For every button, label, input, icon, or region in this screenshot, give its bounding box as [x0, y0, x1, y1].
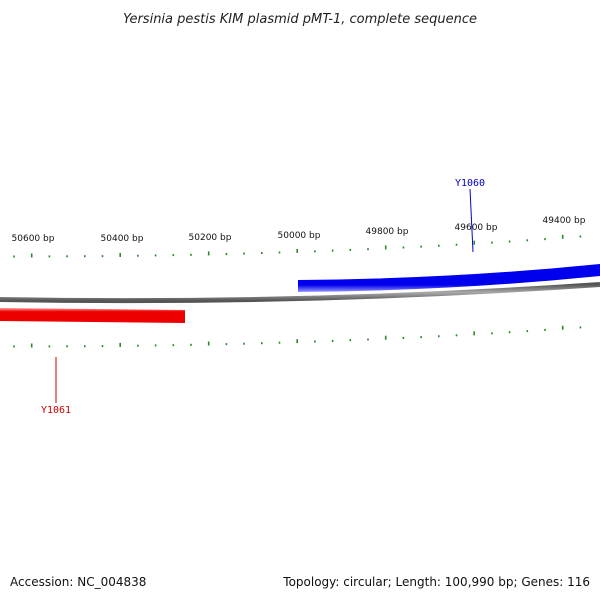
- gene-y1060-arc[interactable]: [298, 264, 600, 292]
- gene-y1060-label[interactable]: Y1060: [455, 178, 485, 189]
- gene-y1061-label[interactable]: Y1061: [41, 405, 71, 416]
- gene-y1061-arc[interactable]: [0, 308, 185, 323]
- scale-label: 49800 bp: [366, 227, 409, 237]
- scale-label: 50000 bp: [278, 231, 321, 241]
- scale-label: 49600 bp: [455, 223, 498, 233]
- map-title: Yersinia pestis KIM plasmid pMT-1, compl…: [123, 12, 477, 27]
- scale-labels: 50600 bp 50400 bp 50200 bp 50000 bp 4980…: [12, 216, 586, 244]
- outer-scale-ticks: [13, 234, 582, 258]
- accession-text: Accession: NC_004838: [10, 575, 146, 589]
- scale-label: 49400 bp: [543, 216, 586, 226]
- scale-label: 50600 bp: [12, 234, 55, 244]
- inner-scale-ticks: [13, 325, 582, 348]
- scale-label: 50200 bp: [189, 233, 232, 243]
- plasmid-backbone: [0, 282, 600, 304]
- gene-y1060-leader: [469, 188, 474, 253]
- topology-summary: Topology: circular; Length: 100,990 bp; …: [282, 575, 590, 589]
- scale-label: 50400 bp: [101, 234, 144, 244]
